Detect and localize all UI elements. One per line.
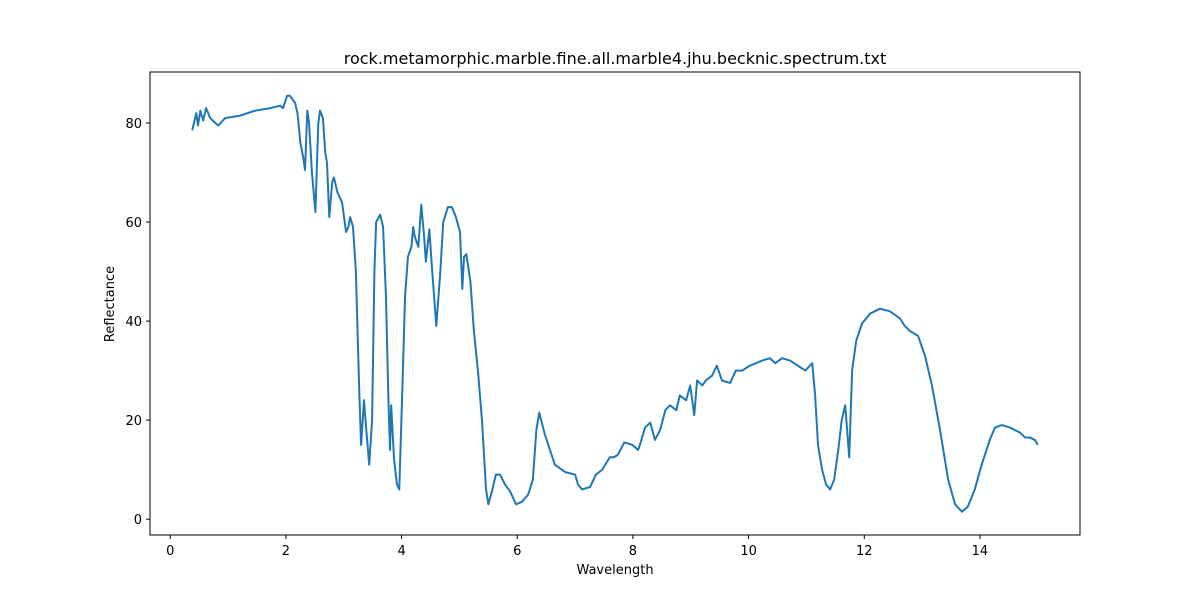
- x-tick-label: 2: [282, 544, 290, 559]
- y-tick-label: 60: [125, 216, 142, 231]
- data-line: [191, 94, 1039, 513]
- x-tick-label: 12: [856, 544, 873, 559]
- y-tick-label: 40: [125, 315, 142, 330]
- y-axis-label: Reflectance: [103, 266, 118, 342]
- x-tick-label: 14: [972, 544, 989, 559]
- y-tick-label: 20: [125, 414, 142, 429]
- x-tick-label: 0: [166, 544, 174, 559]
- y-tick-label: 0: [134, 513, 142, 528]
- x-tick-label: 6: [513, 544, 521, 559]
- x-axis-label: Wavelength: [576, 563, 653, 578]
- x-tick-label: 10: [740, 544, 757, 559]
- y-tick-label: 80: [125, 117, 142, 132]
- plot-frame: [149, 71, 1081, 536]
- chart-title: rock.metamorphic.marble.fine.all.marble4…: [344, 49, 887, 68]
- x-tick-label: 8: [629, 544, 637, 559]
- x-tick-label: 4: [397, 544, 405, 559]
